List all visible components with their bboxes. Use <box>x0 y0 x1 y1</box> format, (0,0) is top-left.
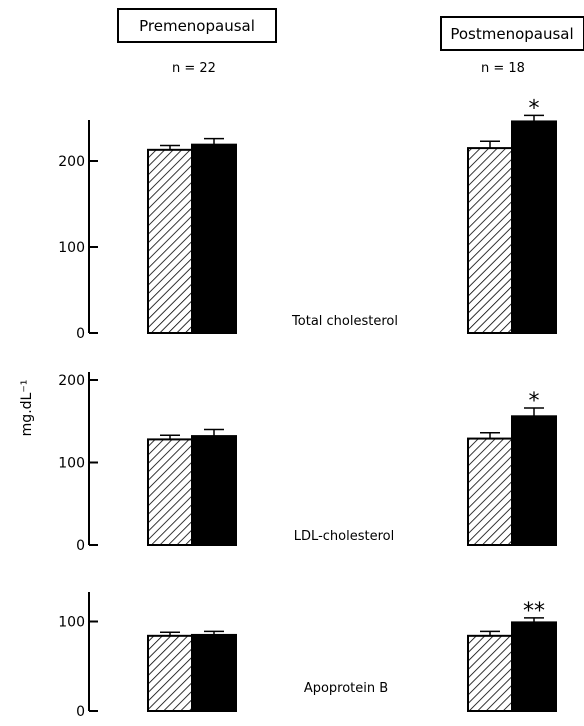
y-tick-label: 200 <box>58 373 85 389</box>
bar-hatched <box>467 147 513 334</box>
premenopausal-box <box>117 8 277 43</box>
y-tick-label: 0 <box>76 538 85 554</box>
bar-hatched <box>147 438 193 546</box>
bar-solid <box>511 120 557 334</box>
bar-solid <box>191 633 237 712</box>
bar-hatched <box>147 148 193 334</box>
postmenopausal-n: n = 18 <box>481 61 525 76</box>
y-tick-label: 100 <box>58 240 85 256</box>
bar-solid <box>191 143 237 334</box>
significance-marker: ** <box>523 599 545 624</box>
y-tick-label: 200 <box>58 154 85 170</box>
y-tick-label: 0 <box>76 704 85 720</box>
y-tick-label: 100 <box>58 615 85 631</box>
y-tick-label: 100 <box>58 456 85 472</box>
premenopausal-n: n = 22 <box>172 61 216 76</box>
postmenopausal-label: Postmenopausal <box>450 25 573 43</box>
panel-title: Apoprotein B <box>304 681 388 696</box>
bar-solid <box>511 415 557 546</box>
y-axis-label: mg.dL⁻¹ <box>19 380 35 437</box>
bar-solid <box>191 435 237 547</box>
postmenopausal-box <box>440 16 584 51</box>
bar-solid <box>511 621 557 713</box>
bar-hatched <box>147 634 193 713</box>
significance-marker: * <box>529 389 540 414</box>
panel-title: LDL-cholesterol <box>294 529 394 544</box>
significance-marker: * <box>529 96 540 121</box>
bar-hatched <box>467 437 513 547</box>
panel-title: Total cholesterol <box>291 314 398 329</box>
premenopausal-label: Premenopausal <box>139 17 255 35</box>
y-tick-label: 0 <box>76 326 85 342</box>
bar-hatched <box>467 634 513 713</box>
